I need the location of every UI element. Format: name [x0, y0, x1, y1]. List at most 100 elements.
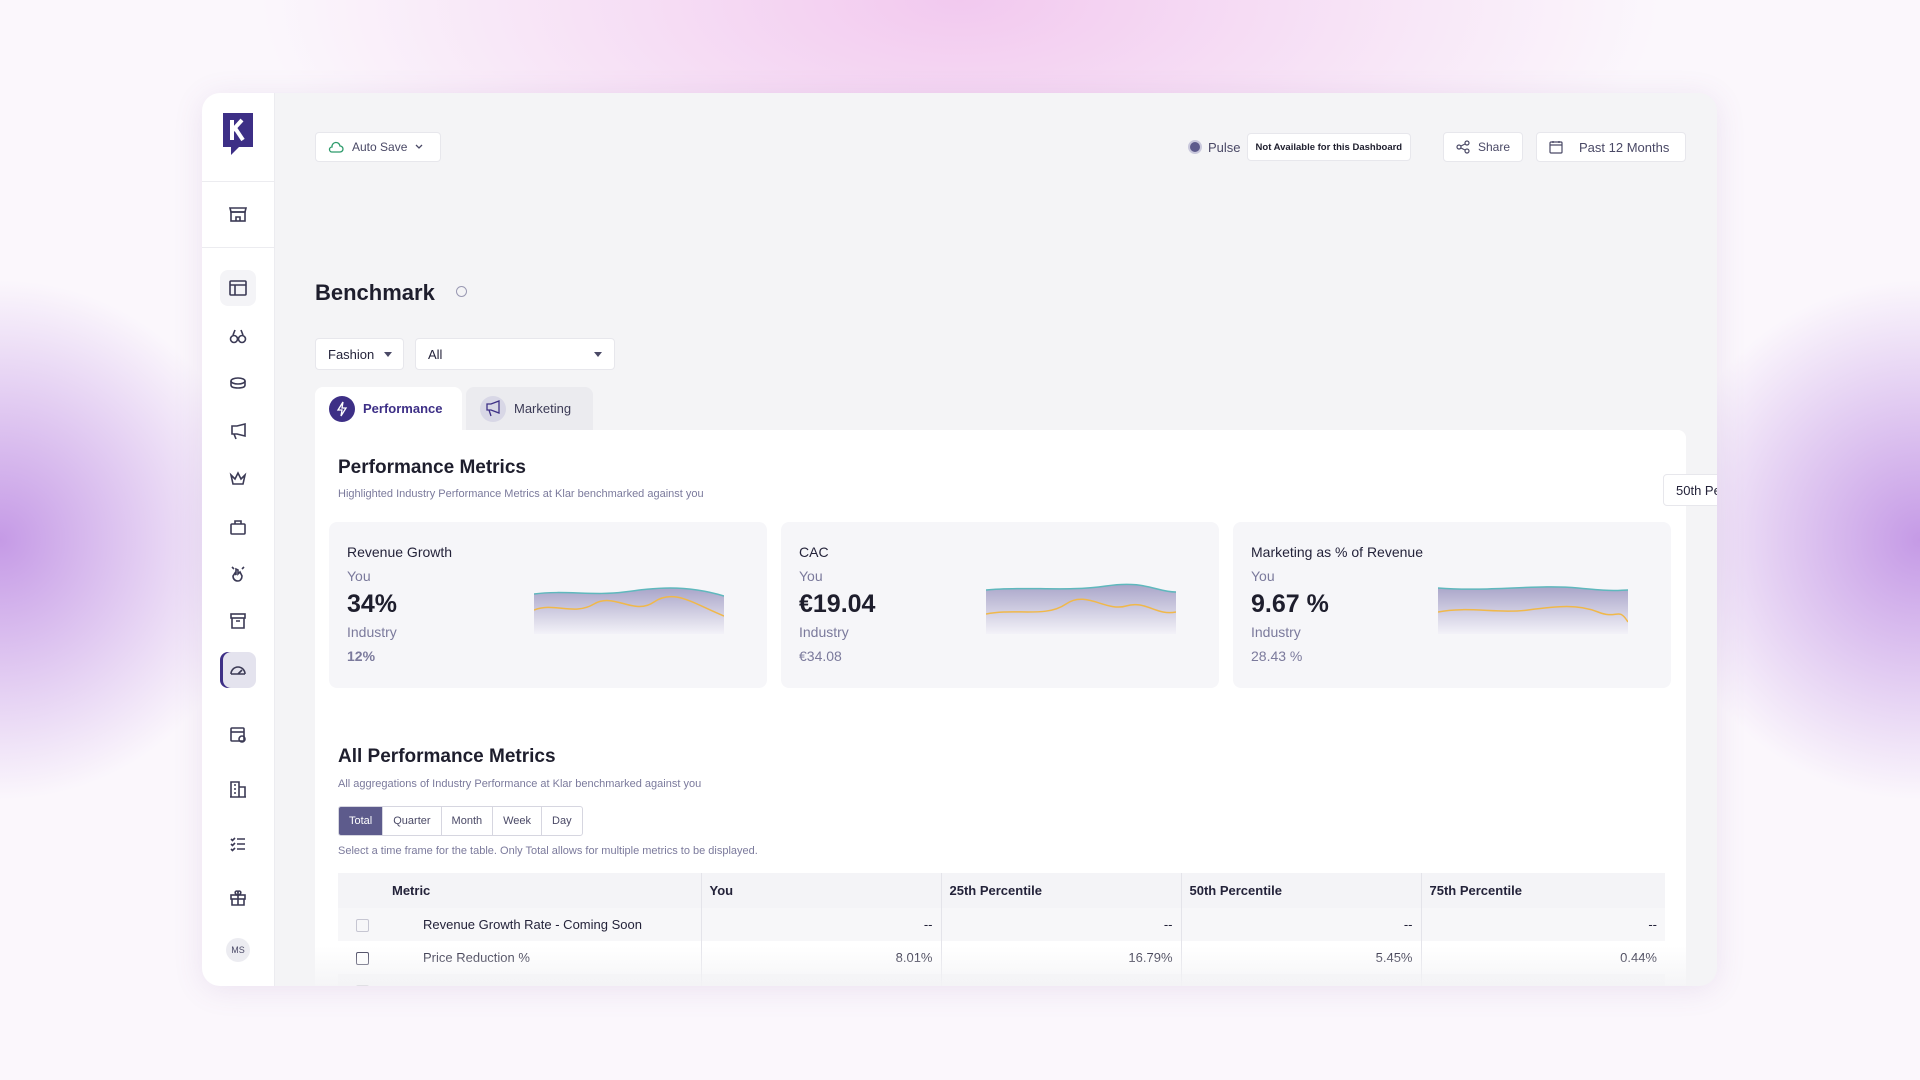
timeframe-selector: Total Quarter Month Week Day — [338, 806, 583, 836]
metric-value: -- — [1163, 917, 1173, 933]
sparkline — [1437, 582, 1629, 634]
cloud-icon — [328, 141, 344, 153]
sparkline-industry — [985, 598, 1177, 615]
segment-dropdown[interactable]: All — [415, 338, 615, 370]
page-title: Benchmark — [315, 280, 435, 305]
autosave-button[interactable]: Auto Save — [315, 132, 441, 162]
autosave-label: Auto Save — [352, 140, 408, 154]
timeframe-option[interactable]: Week — [493, 807, 543, 835]
timeframe-option[interactable]: Quarter — [383, 807, 442, 835]
column-header: 25th Percentile — [940, 873, 1181, 908]
icon — [231, 566, 245, 582]
nav-icon[interactable] — [220, 880, 256, 916]
you-label: You — [799, 568, 823, 584]
you-value: 9.67 % — [1251, 590, 1329, 618]
divider — [202, 181, 274, 182]
table-cell: -- — [940, 908, 1181, 941]
industry-value: 28.43 % — [1251, 648, 1303, 664]
chevron — [415, 144, 423, 149]
help-icon[interactable] — [456, 286, 467, 297]
icon — [230, 666, 246, 675]
caret — [594, 351, 602, 357]
share-icon — [1456, 140, 1470, 154]
card-title: CAC — [799, 544, 829, 560]
sparkline-you — [985, 583, 1177, 593]
nav-icon[interactable] — [220, 318, 256, 354]
date-range-button[interactable]: Past 12 Months — [1536, 132, 1686, 162]
timeframe-option[interactable]: Day — [552, 815, 572, 827]
tab-marketing[interactable]: Marketing — [466, 387, 593, 430]
industry-value: Fashion — [328, 346, 375, 362]
nav-icon[interactable] — [220, 652, 256, 688]
table-cell: Revenue Growth Rate - Coming Soon — [338, 908, 701, 941]
column-header: Metric — [338, 873, 701, 908]
nav-icon[interactable] — [220, 365, 256, 401]
icon — [231, 422, 246, 440]
icon — [229, 471, 247, 485]
logo — [223, 113, 253, 155]
column-header: You — [700, 873, 941, 908]
sparkline-industry — [1437, 605, 1629, 623]
icon — [229, 329, 247, 344]
card-title: Marketing as % of Revenue — [1251, 544, 1423, 560]
divider — [202, 247, 274, 248]
sparkline-you — [533, 587, 725, 597]
nav-icon[interactable] — [220, 717, 256, 753]
nav-icon[interactable] — [220, 555, 256, 591]
nav-icon[interactable] — [220, 270, 256, 306]
icon — [230, 727, 246, 743]
section-subtitle: All aggregations of Industry Performance… — [338, 778, 702, 790]
section-title: All Performance Metrics — [338, 746, 556, 767]
nav-icon[interactable] — [220, 196, 256, 232]
nav-icon[interactable] — [220, 771, 256, 807]
sparkline — [985, 582, 1177, 634]
calendar-icon — [1549, 141, 1563, 154]
icon — [230, 520, 246, 535]
nav-icon[interactable] — [220, 509, 256, 545]
sparkline-you — [1437, 586, 1629, 592]
avatar[interactable]: MS — [226, 938, 250, 962]
pulse-icon — [1188, 140, 1202, 154]
industry-label: Industry — [1251, 624, 1301, 640]
you-value: 34% — [347, 590, 398, 618]
sparkline-svg — [533, 587, 725, 634]
industry-value: 12% — [347, 648, 376, 664]
pulse-label: Pulse — [1208, 139, 1241, 155]
industry-label: Industry — [347, 624, 397, 640]
sparkline-svg — [985, 583, 1177, 634]
you-value: €19.04 — [799, 590, 876, 618]
tab-performance[interactable]: Performance — [315, 387, 462, 430]
metric-name: Revenue Growth Rate - Coming Soon — [423, 917, 642, 933]
percentile-dropdown[interactable]: 50th Percentile — [1663, 474, 1717, 506]
table-cell: -- — [700, 908, 941, 941]
icon — [230, 781, 246, 798]
tab-icon — [329, 395, 355, 422]
metric-card: Revenue Growth You 34% Industry 12% — [329, 522, 767, 688]
metric-value: -- — [1648, 917, 1657, 933]
nav-icon[interactable] — [220, 826, 256, 862]
fade — [315, 946, 1686, 986]
tab-icon — [480, 395, 506, 422]
industry-label: Industry — [799, 624, 849, 640]
timeframe-option[interactable]: Month — [442, 807, 494, 835]
share-button[interactable]: Share — [1443, 132, 1523, 162]
sparkline-area — [534, 588, 724, 634]
icon — [230, 837, 245, 852]
metric-card: Marketing as % of Revenue You 9.67 % Indust… — [1233, 522, 1671, 688]
segment-value: All — [428, 346, 443, 362]
sparkline-area — [1438, 586, 1628, 634]
content: Auto Save Pulse Not Available for this D… — [274, 93, 1717, 986]
metric-value: -- — [1403, 917, 1413, 933]
metric-card: CAC You €19.04 Industry €34.08 — [781, 522, 1219, 688]
timeframe-option[interactable]: Total — [339, 807, 384, 835]
sparkline — [533, 582, 725, 634]
nav-icon[interactable] — [220, 413, 256, 449]
industry-dropdown[interactable]: Fashion — [315, 338, 404, 370]
icon — [230, 890, 246, 906]
nav-icon[interactable] — [220, 461, 256, 497]
nav-icon[interactable] — [220, 603, 256, 639]
column-header: 75th Percentile — [1420, 873, 1665, 908]
card-title: Revenue Growth — [347, 544, 453, 560]
